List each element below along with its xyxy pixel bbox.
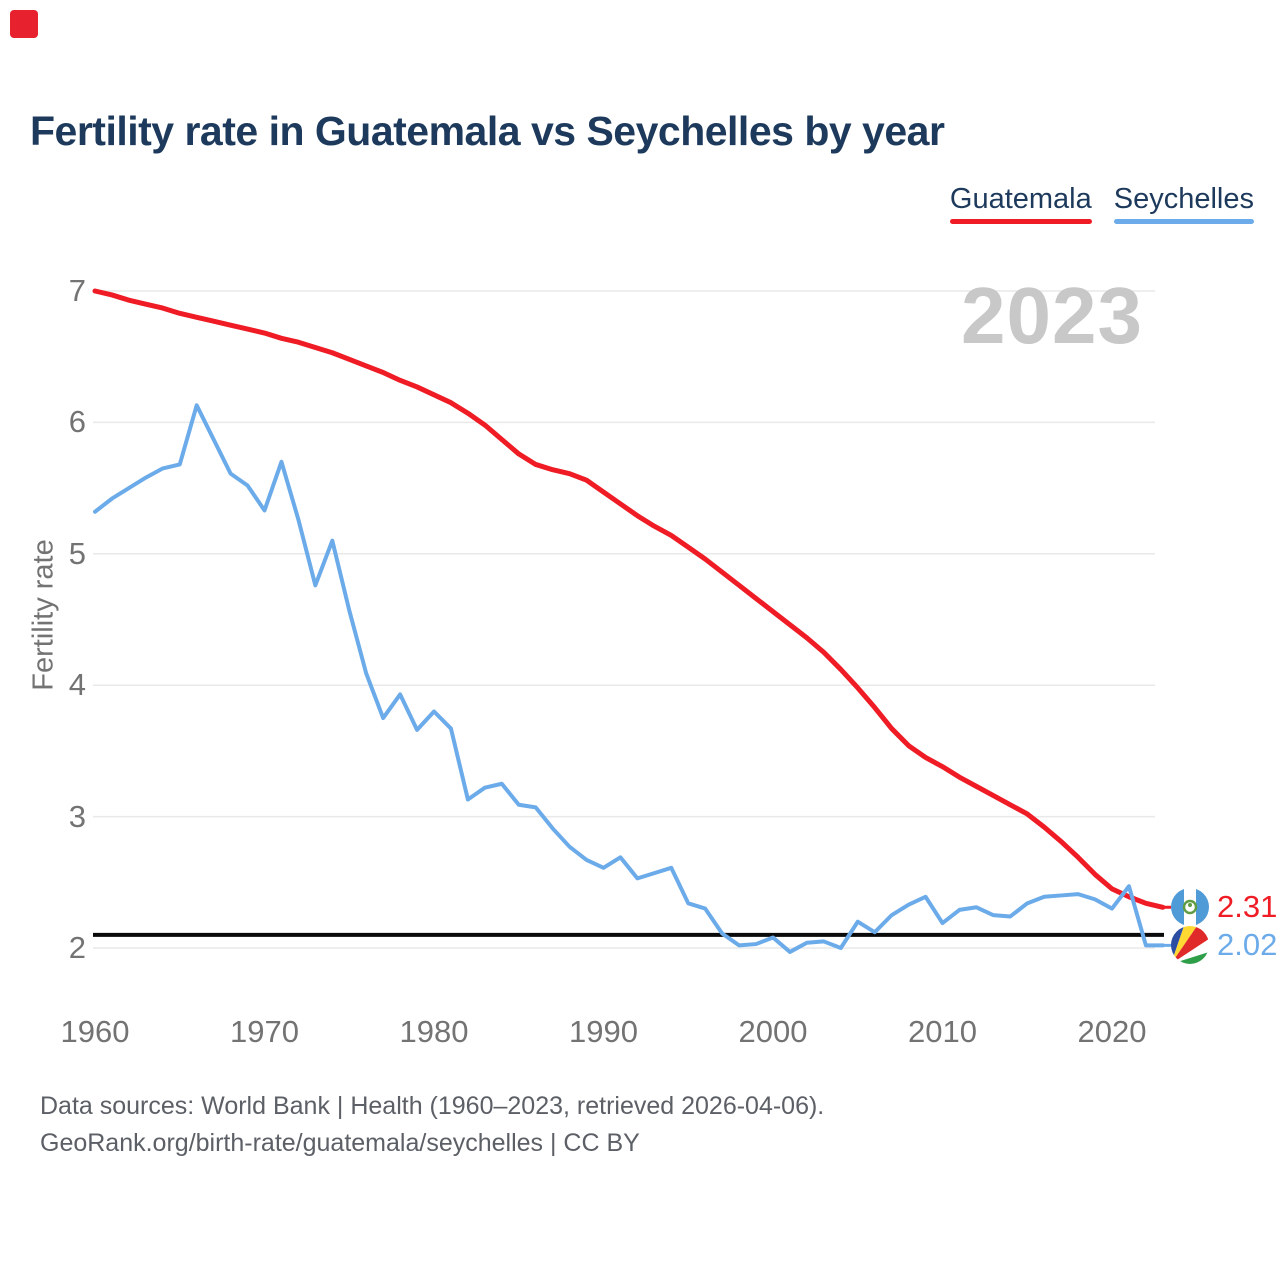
legend-label-guatemala: Guatemala (949, 183, 1092, 215)
end-label-guatemala: 2.31 (1171, 888, 1277, 926)
seychelles-color-swatch (1113, 219, 1254, 224)
x-tick-label: 1990 (569, 1014, 638, 1049)
y-tick-label: 2 (68, 930, 86, 965)
x-tick-label: 2010 (908, 1014, 977, 1049)
legend-label-seychelles: Seychelles (1113, 183, 1254, 215)
footer-sources: Data sources: World Bank | Health (1960–… (40, 1092, 825, 1120)
legend-item-seychelles[interactable]: Seychelles (1113, 183, 1254, 224)
x-tick-label: 1970 (230, 1014, 299, 1049)
y-tick-label: 3 (68, 798, 86, 834)
y-tick-label: 6 (68, 404, 86, 440)
seychelles-end-value: 2.02 (1217, 927, 1278, 962)
x-tick-label: 2000 (738, 1014, 808, 1049)
end-label-seychelles: 2.02 (1171, 926, 1277, 964)
x-tick-label: 1960 (60, 1014, 130, 1049)
guatemala-end-value: 2.31 (1217, 889, 1278, 924)
y-tick-label: 5 (68, 535, 86, 571)
y-tick-label: 4 (68, 667, 86, 703)
legend-item-guatemala[interactable]: Guatemala (949, 183, 1092, 224)
brand-logo (10, 10, 38, 38)
footer: Data sources: World Bank | Health (1960–… (40, 1088, 824, 1162)
y-tick-label: 7 (68, 273, 86, 308)
watermark-year: 2023 (961, 271, 1143, 360)
seychelles-flag-icon (1171, 926, 1209, 964)
guatemala-color-swatch (949, 219, 1092, 224)
guatemala-flag-icon (1171, 888, 1209, 926)
x-tick-label: 1980 (399, 1014, 469, 1049)
footer-attribution: GeoRank.org/birth-rate/guatemala/seychel… (40, 1129, 640, 1157)
x-tick-label: 2020 (1077, 1014, 1147, 1049)
legend: Guatemala Seychelles (949, 183, 1254, 224)
page-title: Fertility rate in Guatemala vs Seychelle… (30, 108, 945, 154)
